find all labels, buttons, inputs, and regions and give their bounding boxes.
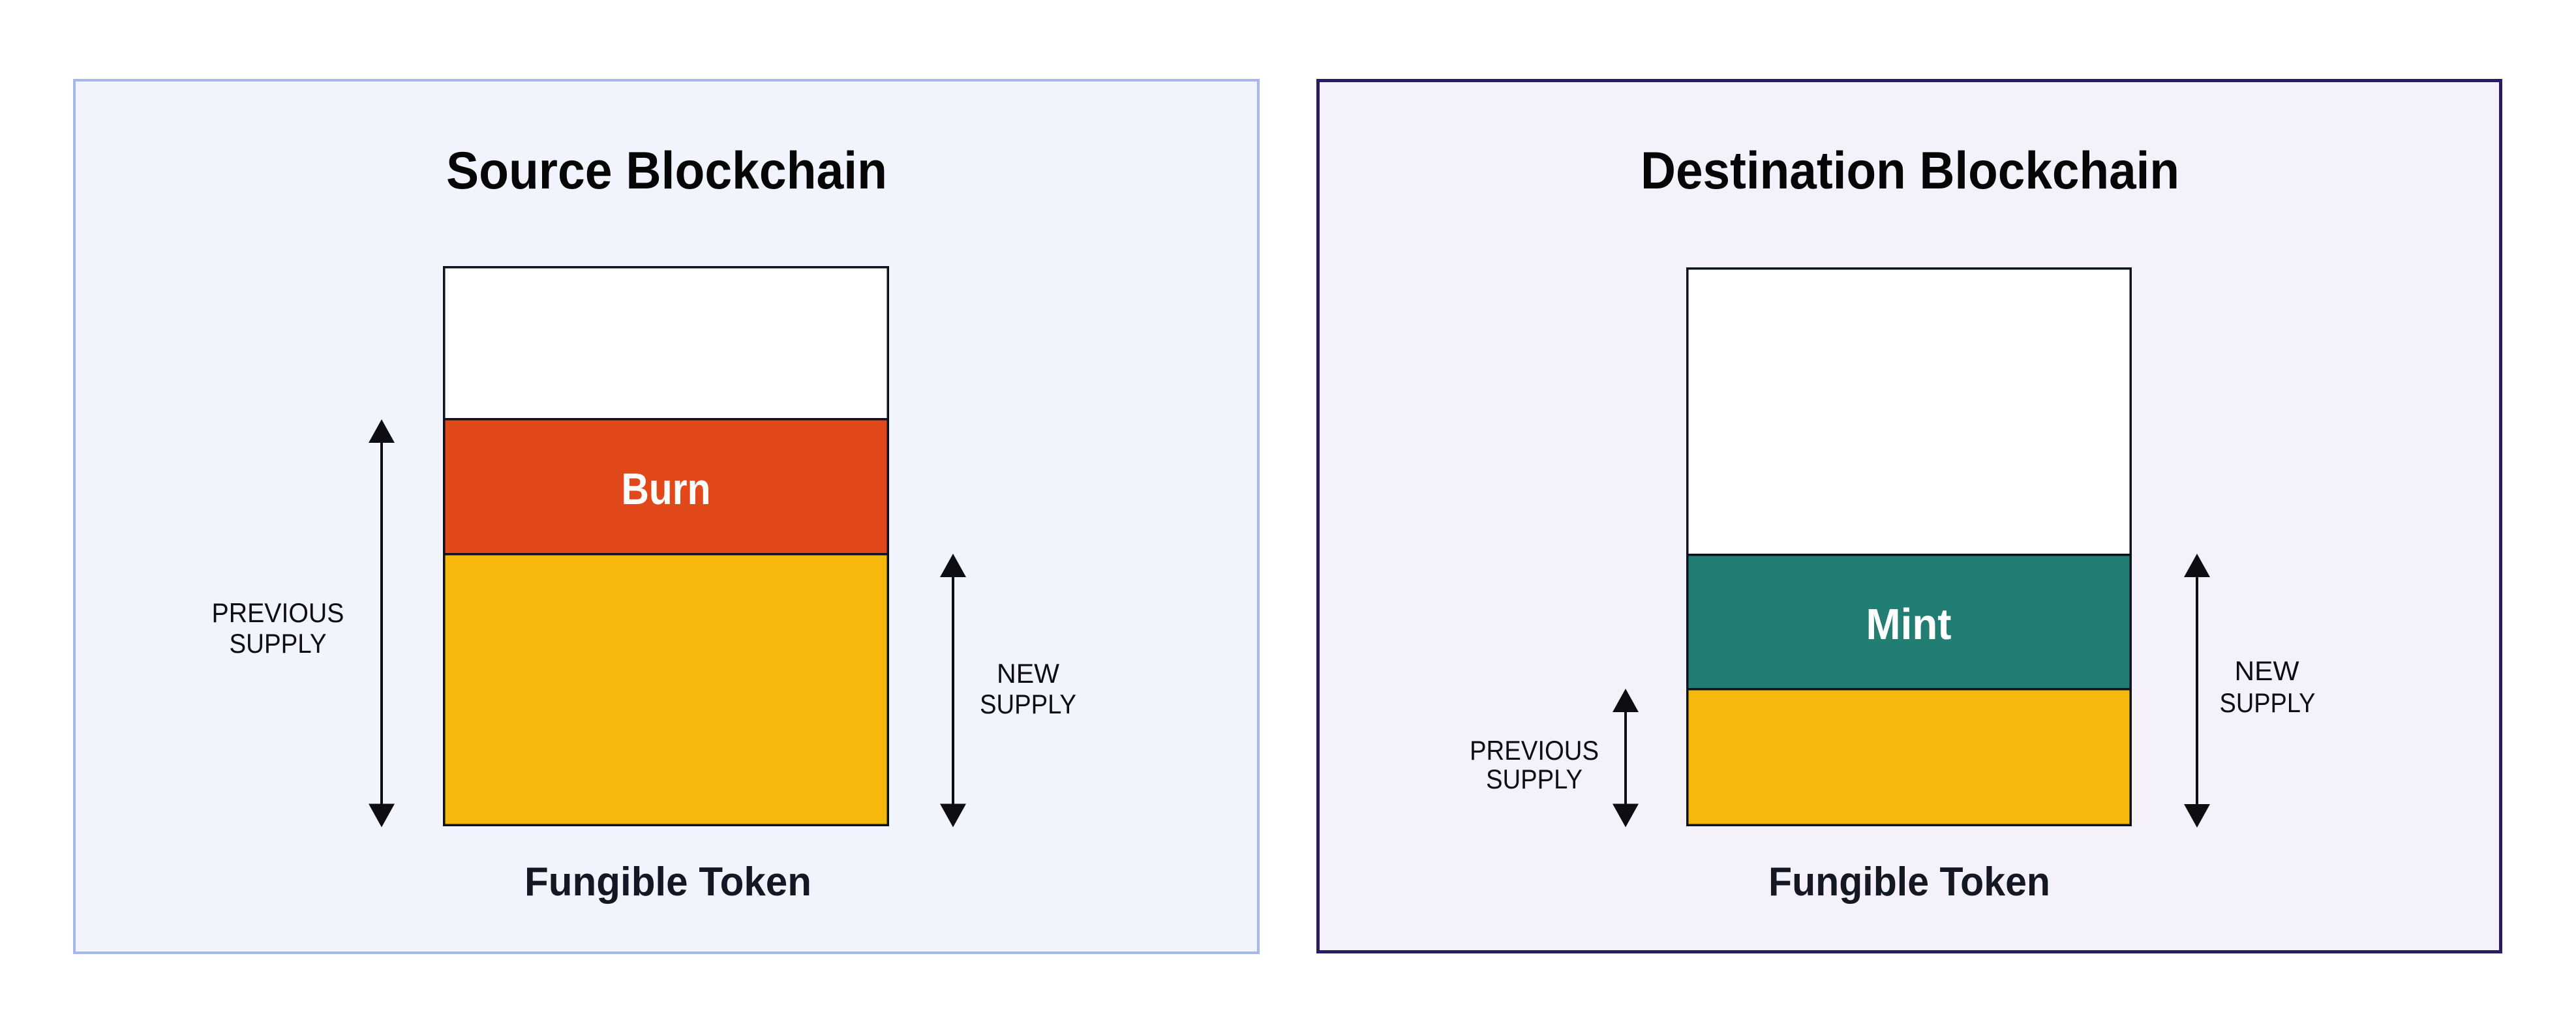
svg-text:SUPPLY: SUPPLY: [2220, 687, 2316, 718]
svg-text:Fungible Token: Fungible Token: [1768, 860, 2050, 905]
svg-text:Destination Blockchain: Destination Blockchain: [1641, 142, 2179, 200]
svg-text:NEW: NEW: [997, 658, 1059, 689]
svg-text:Source Blockchain: Source Blockchain: [446, 142, 887, 200]
svg-text:PREVIOUS: PREVIOUS: [212, 597, 344, 628]
svg-text:PREVIOUS: PREVIOUS: [1470, 735, 1599, 766]
svg-text:SUPPLY: SUPPLY: [980, 689, 1076, 719]
svg-text:NEW: NEW: [2235, 655, 2299, 686]
svg-text:Fungible Token: Fungible Token: [524, 860, 811, 905]
svg-text:Burn: Burn: [622, 464, 711, 514]
svg-text:SUPPLY: SUPPLY: [1486, 764, 1583, 794]
svg-text:Mint: Mint: [1866, 600, 1952, 649]
svg-text:SUPPLY: SUPPLY: [230, 628, 327, 659]
